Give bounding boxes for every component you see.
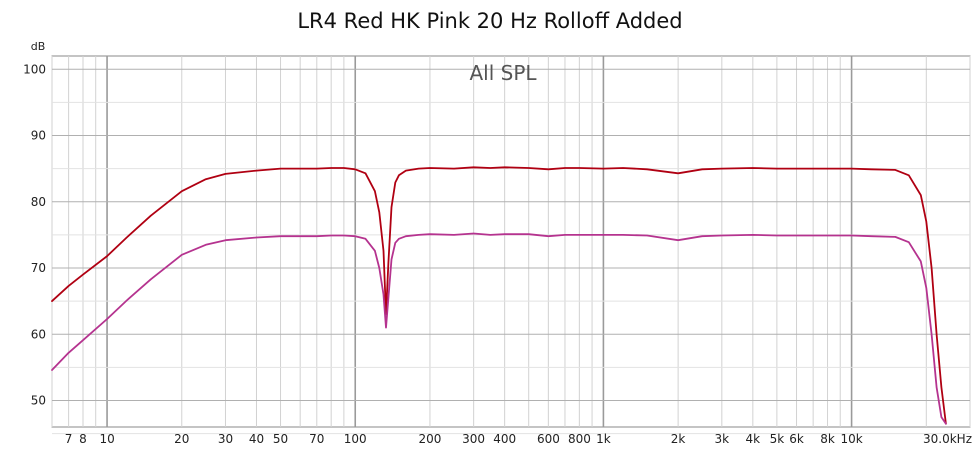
x-axis-ticks: 7 8 10 20 30 40 50 70 100 200 300 400 600 800 1k 2k 3k 4k… [65, 432, 972, 446]
y-axis-ticks: 50 60 70 80 90 100 [23, 62, 46, 407]
series-group [51, 166, 947, 425]
y-tick-label: 50 [31, 394, 46, 408]
x-tick-label: 30 [218, 432, 233, 446]
series-line-1 [51, 166, 947, 425]
x-tick-label: 4k [746, 432, 761, 446]
x-tick-label: 20 [174, 432, 189, 446]
x-tick-label: 50 [273, 432, 288, 446]
x-tick-label: 6k [789, 432, 804, 446]
series-line-2 [51, 232, 947, 425]
y-tick-label: 100 [23, 62, 46, 76]
x-tick-label: 3k [715, 432, 730, 446]
x-tick-label: 7 [65, 432, 73, 446]
inner-chart-label: All SPL [469, 61, 537, 85]
x-tick-label: 400 [493, 432, 516, 446]
x-tick-label: 40 [249, 432, 264, 446]
y-tick-label: 60 [31, 327, 46, 341]
x-tick-label: 1k [596, 432, 611, 446]
x-tick-label: 300 [462, 432, 485, 446]
x-tick-label: 70 [309, 432, 324, 446]
x-tick-label: 10k [840, 432, 862, 446]
x-tick-label: 5k [770, 432, 785, 446]
y-axis-unit-label: dB [31, 40, 46, 53]
x-tick-label: 800 [568, 432, 591, 446]
x-tick-label: 8 [79, 432, 87, 446]
y-tick-label: 90 [31, 129, 46, 143]
x-tick-label: 10 [99, 432, 114, 446]
chart-title: LR4 Red HK Pink 20 Hz Rolloff Added [297, 9, 682, 33]
x-tick-label: 600 [537, 432, 560, 446]
x-tick-label: 100 [344, 432, 367, 446]
y-tick-label: 80 [31, 195, 46, 209]
plot-area [51, 55, 971, 428]
x-tick-label: 200 [418, 432, 441, 446]
y-tick-label: 70 [31, 261, 46, 275]
x-tick-label: 30.0kHz [923, 432, 972, 446]
x-tick-label: 8k [820, 432, 835, 446]
x-tick-label: 2k [671, 432, 686, 446]
